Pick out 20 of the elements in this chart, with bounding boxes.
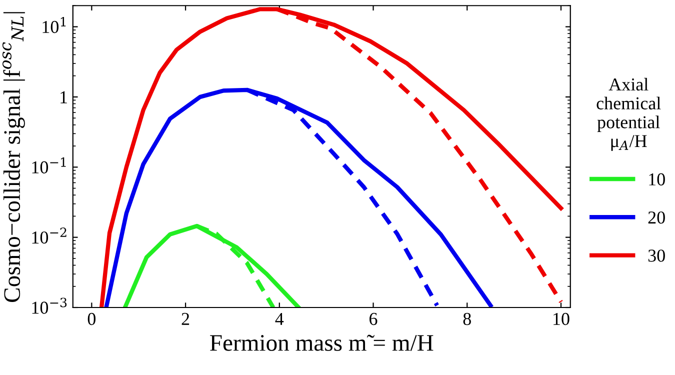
legend-label: 10 xyxy=(649,173,665,186)
y-tick-label: 10$^{1}$ xyxy=(42,16,66,34)
y-axis-title: Cosmo−collider signal |f$^{osc}$$_{NL}$| xyxy=(2,12,25,302)
x-tick-label: 8 xyxy=(463,312,471,326)
x-axis-title: Fermion mass m̃ = m/H xyxy=(210,334,434,351)
y-tick-label: 10$^{−2}$ xyxy=(32,228,66,244)
line-series xyxy=(122,224,301,308)
x-tick-label: 4 xyxy=(275,313,284,325)
line-series xyxy=(99,7,564,308)
legend-title: Axial chemical potential μ$_{A}$/H xyxy=(596,78,661,151)
x-tick-label: 10 xyxy=(554,312,570,326)
y-tick-label: 1 xyxy=(60,91,67,104)
x-tick-label: 6 xyxy=(370,312,378,326)
x-tick-label: 0 xyxy=(88,312,96,326)
y-tick-label: 10$^{−3}$ xyxy=(32,298,67,314)
x-tick-label: 2 xyxy=(182,312,190,325)
legend-label: 30 xyxy=(648,250,665,262)
line-series xyxy=(104,88,493,308)
legend-label: 20 xyxy=(648,211,665,224)
y-tick-label: 10$^{−1}$ xyxy=(32,157,66,174)
